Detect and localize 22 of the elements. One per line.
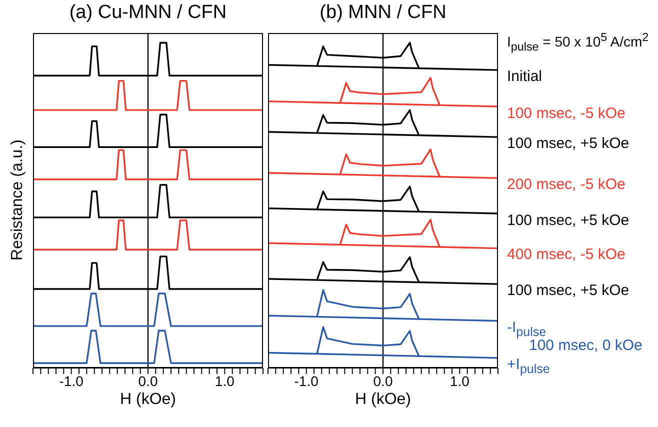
- series-label: 100 msec, +5 kOe: [507, 135, 630, 152]
- text: 100 msec, 0 kOe: [529, 337, 642, 354]
- series-label: Initial: [507, 68, 542, 86]
- series-label: 100 msec, +5 kOe: [507, 212, 630, 228]
- series-label: 200 msec, -5 kOe: [507, 176, 626, 194]
- x-tick-label: 0.0: [373, 372, 393, 389]
- x-tick-label: -1.0: [294, 372, 319, 389]
- text: I$_{pulse}$ = 50 x 10$^{5}$ A/cm$^{2}$: [507, 30, 649, 56]
- series-label: 400 msec, -5 kOe: [507, 246, 626, 264]
- x-tick-label: 1.0: [214, 372, 235, 389]
- x-tick-label: -1.0: [59, 372, 84, 389]
- x-tick-label: 1.0: [450, 372, 470, 389]
- series-label: 100 msec, -5 kOe: [507, 104, 626, 122]
- chart-title: (b) MNN / CFN: [318, 2, 448, 24]
- y-axis-title: Resistance (a.u.): [9, 138, 27, 262]
- series-label: -I$_{pulse}$: [507, 318, 546, 339]
- series-label: 100 msec, +5 kOe: [507, 282, 630, 300]
- x-axis-title: H (kOe): [119, 391, 177, 409]
- series-label: +I$_{pulse}$: [507, 356, 550, 378]
- x-axis-title: H (kOe): [354, 391, 412, 409]
- x-tick-label: 0.0: [138, 372, 158, 389]
- chart-title: (a) Cu-MNN / CFN: [68, 2, 228, 24]
